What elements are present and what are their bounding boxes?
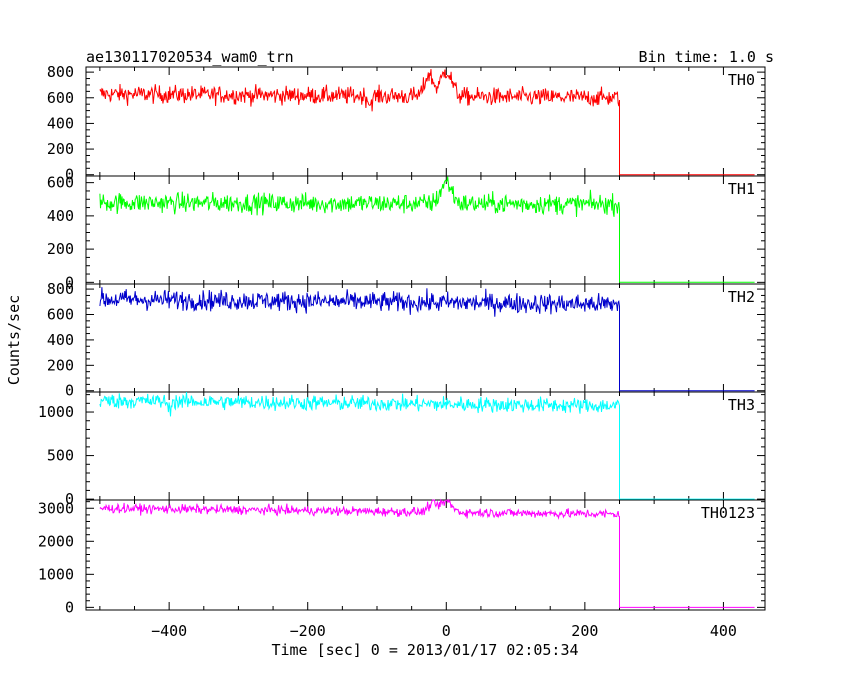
x-tick-label: 0 [442,622,451,640]
y-tick-label: 0 [65,598,74,616]
x-tick-label: 200 [571,622,598,640]
y-tick-label: 0 [65,490,74,508]
series-label-th0: TH0 [728,71,755,89]
panel-th2: 0 200 400 600 800 TH2 [47,280,766,400]
y-axis-label: Counts/sec [5,295,23,385]
y-tick-label: 400 [47,207,74,225]
y-tick-label: 1000 [38,565,74,583]
panel-frame [85,391,766,501]
y-tick-label: 800 [47,63,74,81]
bin-time-label: Bin time: 1.0 s [639,48,774,66]
panel-frame [85,175,766,285]
x-tick-label: −200 [290,622,326,640]
x-tick-label: −400 [151,622,187,640]
series-label-th0123: TH0123 [701,504,755,522]
x-axis-label: Time [sec] 0 = 2013/01/17 02:05:34 [271,641,578,659]
y-tick-label: 600 [47,174,74,192]
series-line-th1 [99,176,755,283]
panel-th3: 0 500 1000 TH3 [38,391,766,508]
x-tick-label: 400 [710,622,737,640]
y-tick-label: 1000 [38,403,74,421]
y-tick-label: 3000 [38,499,74,517]
x-axis: −400 −200 0 200 400 [151,622,737,640]
series-line-th0 [99,69,755,176]
panel-frame [85,499,766,611]
y-tick-label: 0 [65,382,74,400]
chart-title: ae130117020534_wam0_trn [86,48,294,66]
panel-th1: 0 200 400 600 TH1 [47,174,766,291]
y-tick-label: 800 [47,280,74,298]
y-tick-label: 600 [47,89,74,107]
series-label-th1: TH1 [728,180,755,198]
series-label-th2: TH2 [728,288,755,306]
panel-th0123: 0 1000 2000 3000 TH0123 [38,498,766,616]
y-tick-label: 600 [47,305,74,323]
y-tick-label: 200 [47,240,74,258]
y-tick-label: 400 [47,331,74,349]
series-line-th3 [99,391,755,500]
y-tick-label: 200 [47,356,74,374]
series-line-th2 [99,287,755,392]
y-tick-label: 0 [65,166,74,184]
y-tick-label: 500 [47,447,74,465]
panels-group: 0 200 400 600 800 TH0 0 200 400 600 TH1 0 200 400 600 8… [38,63,766,616]
series-label-th3: TH3 [728,396,755,414]
y-tick-label: 2000 [38,532,74,550]
panel-th0: 0 200 400 600 800 TH0 [47,63,766,184]
y-tick-label: 200 [47,140,74,158]
y-tick-label: 0 [65,273,74,291]
y-tick-label: 400 [47,114,74,132]
series-line-th0123 [99,498,755,608]
